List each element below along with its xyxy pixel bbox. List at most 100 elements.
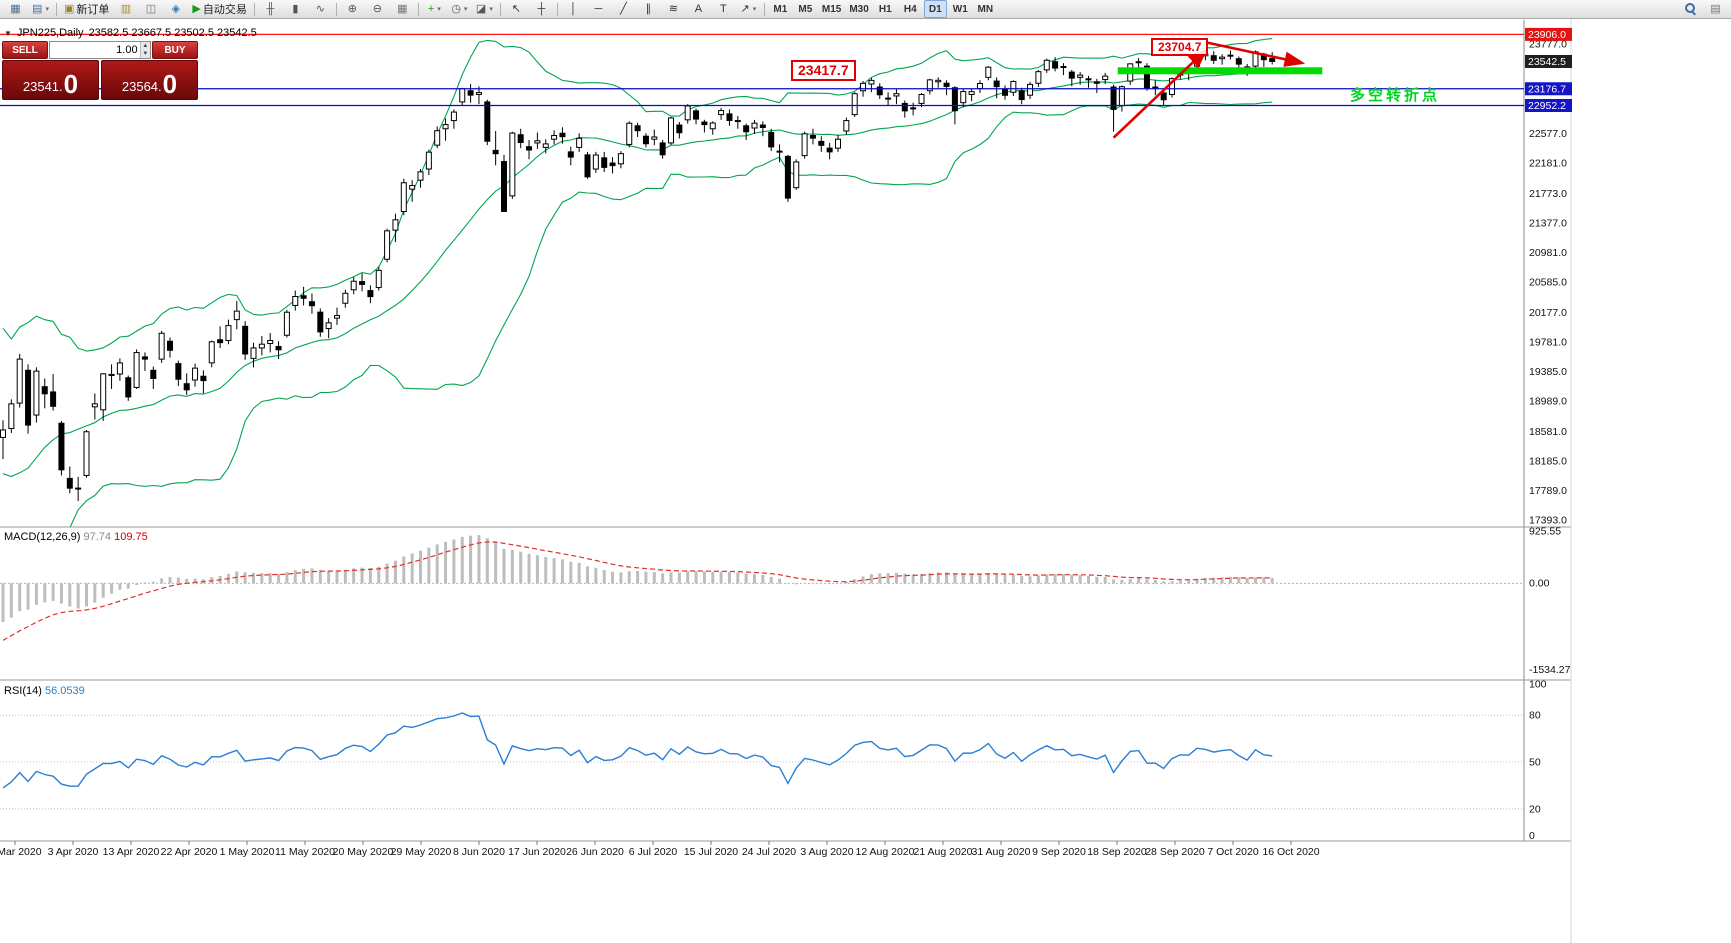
price-axis-label: 20585.0: [1529, 276, 1567, 288]
global-variables-button[interactable]: ◫: [139, 0, 162, 18]
price-axis-label: 19781.0: [1529, 336, 1567, 348]
indicators-dropdown-icon[interactable]: ▾: [437, 6, 441, 13]
rsi-pane: [0, 712, 1524, 810]
trendline-button[interactable]: ╱: [612, 0, 635, 18]
price-axis-label: 20981.0: [1529, 247, 1567, 259]
new-chart-button[interactable]: ▦: [4, 0, 27, 18]
price-axis-label: 23777.0: [1529, 39, 1567, 51]
bollinger-bands: [2, 38, 1273, 527]
one-click-trading-panel: SELL ▲ ▼ BUY 23541. 0 23564. 0: [2, 41, 198, 100]
bollinger-middle: [2, 69, 1273, 478]
bollinger-upper: [2, 38, 1273, 352]
chart-bars-button[interactable]: ╫: [259, 0, 282, 18]
price-axis: 23777.0 22577.0 22181.0 21773.0 21377.0 20981…: [1525, 27, 1572, 842]
price-axis-label: 18581.0: [1529, 426, 1567, 438]
time-axis-label: 1 May 2020: [220, 846, 275, 858]
time-axis-label: 17 Jun 2020: [508, 846, 566, 858]
sell-price-box[interactable]: 23541. 0: [2, 60, 99, 100]
periods-dropdown-icon[interactable]: ▾: [463, 6, 468, 13]
sell-button[interactable]: SELL: [2, 41, 48, 59]
timeframe-mn-button[interactable]: MN: [977, 3, 994, 15]
arrows-dropdown-icon[interactable]: ▾: [752, 6, 757, 13]
zoom-in-button[interactable]: ⊕: [341, 0, 364, 18]
templates-button[interactable]: ◪ ▾: [473, 0, 496, 18]
text-label-button[interactable]: T: [712, 0, 735, 18]
search-icon: [1684, 3, 1697, 16]
history-center-button[interactable]: ▥: [114, 0, 137, 18]
volume-up-button[interactable]: ▲: [140, 42, 150, 50]
time-axis-label: 31 Aug 2020: [972, 846, 1031, 858]
buy-price-box[interactable]: 23564. 0: [101, 60, 198, 100]
search-button[interactable]: [1679, 0, 1702, 18]
timeframe-h4-button[interactable]: H4: [903, 3, 917, 15]
macd-label: MACD(12,26,9) 97.74 109.75: [4, 531, 148, 543]
chart-bars-icon: ╫: [266, 2, 275, 15]
chart-profiles-button[interactable]: ▤ ▾: [29, 0, 52, 18]
chart-annotations: [0, 33, 1524, 139]
cursor-icon: ↖: [511, 2, 521, 15]
time-axis-label: 16 Oct 2020: [1262, 846, 1319, 858]
horizontal-line-button[interactable]: ─: [587, 0, 610, 18]
one-click-collapse-icon[interactable]: ▼: [4, 28, 12, 38]
rsi-scale-label: 50: [1529, 757, 1541, 769]
templates-dropdown-icon[interactable]: ▾: [489, 6, 493, 13]
price-badge-23542.5: 23542.5: [1528, 56, 1566, 68]
timeframe-w1-button[interactable]: W1: [952, 3, 968, 15]
buy-button[interactable]: BUY: [152, 41, 198, 59]
time-axis-label: 21 Aug 2020: [914, 846, 973, 858]
volume-input[interactable]: [50, 42, 140, 58]
zoom-out-button[interactable]: ⊖: [366, 0, 389, 18]
price-axis-label: 21377.0: [1529, 217, 1567, 229]
chart-line-button[interactable]: ∿: [309, 0, 332, 18]
time-axis-label: 26 Jun 2020: [566, 846, 624, 858]
fibonacci-button[interactable]: ≋: [662, 0, 685, 18]
timeframe-h1-button[interactable]: H1: [878, 3, 892, 15]
chart-candles-icon: ▮: [292, 2, 299, 15]
turning-point-note: 多空转折点: [1350, 87, 1441, 104]
equidistant-channel-button[interactable]: ∥: [637, 0, 660, 18]
cursor-button[interactable]: ↖: [505, 0, 528, 18]
text-button[interactable]: A: [687, 0, 710, 18]
autotrading-button[interactable]: ▶ 自动交易: [189, 0, 249, 18]
timeframe-m5-button[interactable]: M5: [798, 3, 813, 15]
layout-panels-button[interactable]: ▤: [1704, 0, 1727, 18]
arrows-button[interactable]: ↗ ▾: [737, 0, 760, 18]
timeframe-m30-button[interactable]: M30: [849, 3, 869, 15]
toolbar-separator: [499, 2, 501, 16]
time-axis-label: 13 Apr 2020: [103, 846, 160, 858]
volume-down-button[interactable]: ▼: [140, 50, 150, 58]
price-annotation-box-23417: 23417.7: [791, 60, 856, 81]
chart-candles-button[interactable]: ▮: [284, 0, 307, 18]
timeframe-d1-button[interactable]: D1: [923, 0, 947, 18]
vertical-line-button[interactable]: │: [562, 0, 585, 18]
timeframe-m15-button[interactable]: M15: [821, 3, 842, 15]
price-badge-23906.0: 23906.0: [1528, 29, 1566, 41]
timeframe-m1-button[interactable]: M1: [773, 3, 788, 15]
strategy-tester-icon: ◈: [171, 2, 181, 15]
volume-field: ▲ ▼: [49, 41, 151, 59]
toolbar-separator: [335, 2, 337, 16]
sell-price-small: 23541.: [22, 79, 63, 95]
toolbar-right-group: ▤: [1678, 0, 1728, 18]
chart-profiles-dropdown-icon[interactable]: ▾: [45, 6, 49, 13]
strategy-tester-button[interactable]: ◈: [164, 0, 187, 18]
indicators-button[interactable]: + ▾: [423, 0, 446, 18]
crosshair-button[interactable]: ┼: [530, 0, 553, 18]
price-axis-label: 20177.0: [1529, 307, 1567, 319]
time-axis-label: 12 Aug 2020: [856, 846, 915, 858]
new-order-button[interactable]: ▣ 新订单: [61, 0, 112, 18]
search-icon-circle: [1684, 3, 1695, 13]
tile-windows-button[interactable]: ▦: [391, 0, 414, 18]
time-axis-label: 9 Sep 2020: [1032, 846, 1086, 858]
candles-layer: [0, 49, 1276, 502]
price-axis-label: 17393.0: [1529, 514, 1567, 526]
time-axis-label: 24 Jul 2020: [742, 846, 796, 858]
macd-pane: [0, 535, 1524, 641]
rsi-scale-label: 80: [1529, 710, 1541, 722]
chart-title: ▼ JPN225,Daily 23582.5 23667.5 23502.5 2…: [4, 27, 257, 39]
text-icon: A: [694, 2, 703, 15]
new-order-icon: ▣: [64, 2, 75, 15]
periods-button[interactable]: ◷ ▾: [448, 0, 471, 18]
